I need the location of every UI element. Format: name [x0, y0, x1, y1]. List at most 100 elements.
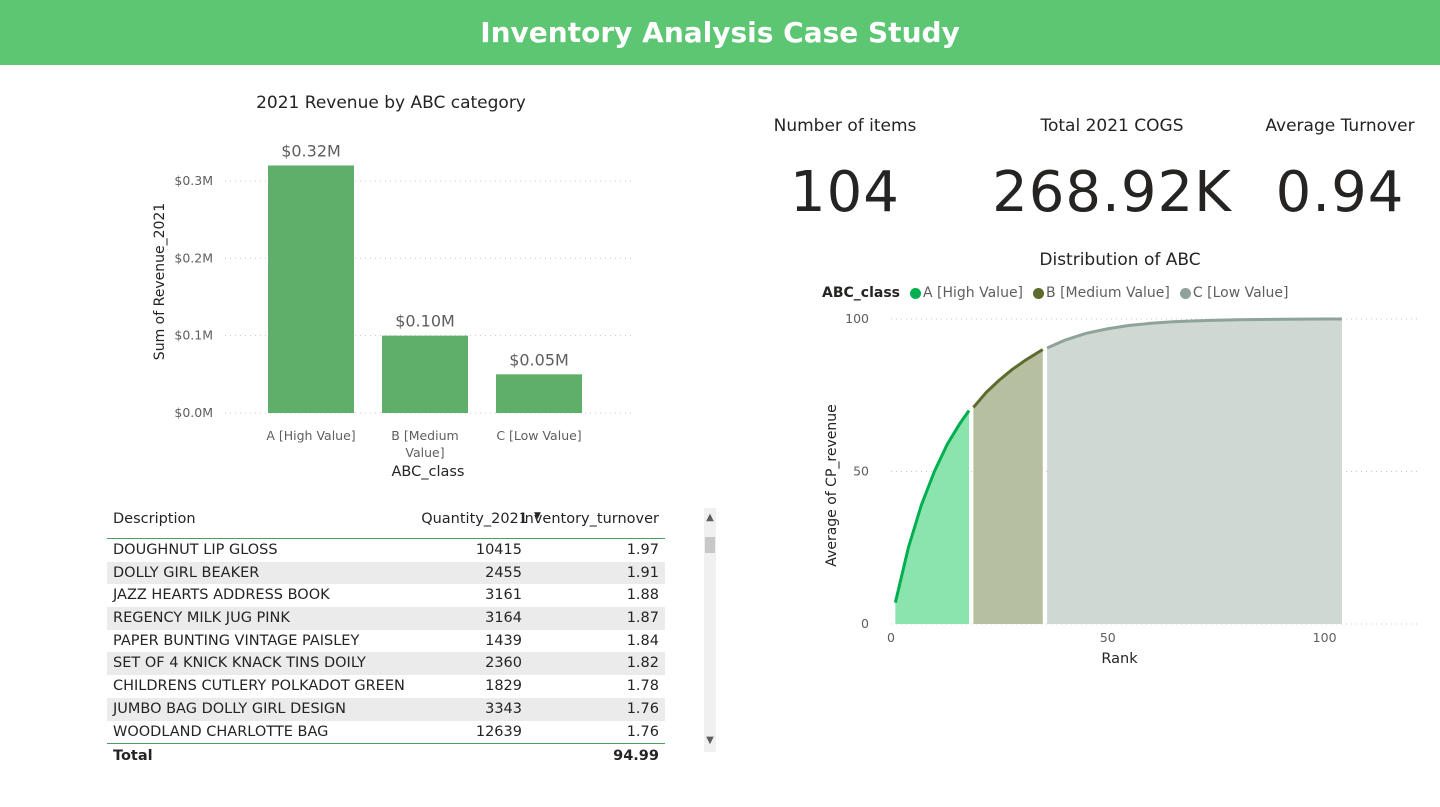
cell-turnover: 1.97	[626, 542, 659, 558]
cell-description: JAZZ HEARTS ADDRESS BOOK	[113, 587, 330, 604]
cell-description: DOLLY GIRL BEAKER	[113, 564, 260, 581]
legend-label-a: A [High Value]	[923, 285, 1024, 301]
area-fill-a[interactable]	[895, 410, 970, 625]
kpi-cogs-value: 268.92K	[992, 160, 1232, 225]
cell-turnover: 1.82	[626, 655, 659, 672]
cell-quantity: 10415	[475, 542, 522, 558]
total-value: 94.99	[613, 748, 659, 765]
cell-quantity: 1439	[485, 632, 522, 649]
y-tick-label: 0	[861, 616, 869, 631]
y-tick-label: 100	[845, 311, 869, 326]
y-tick-label: $0.0M	[174, 405, 213, 420]
page-header: Inventory Analysis Case Study	[0, 0, 1440, 65]
items-table: Description Quantity_2021 Inventory_turn…	[107, 508, 665, 768]
cell-quantity: 2360	[485, 655, 522, 672]
table-body: DOUGHNUT LIP GLOSS 10415 1.97 DOLLY GIRL BE…	[107, 539, 665, 743]
cell-turnover: 1.91	[626, 564, 659, 581]
area-fill-b[interactable]	[973, 349, 1043, 625]
scroll-down-icon[interactable]: ▼	[706, 735, 714, 746]
legend-item-c[interactable]: C [Low Value]	[1179, 285, 1289, 301]
bar-chart-title: 2021 Revenue by ABC category	[256, 93, 526, 113]
cell-description: REGENCY MILK JUG PINK	[113, 610, 290, 627]
page-title: Inventory Analysis Case Study	[480, 16, 960, 49]
bar[interactable]	[268, 165, 354, 413]
x-tick-label: 50	[1100, 630, 1116, 645]
cell-description: PAPER BUNTING VINTAGE PAISLEY	[113, 632, 360, 649]
cell-description: WOODLAND CHARLOTTE BAG	[113, 723, 329, 740]
scroll-up-icon[interactable]: ▲	[706, 512, 714, 523]
kpi-cogs-label: Total 2021 COGS	[1040, 116, 1184, 136]
cell-quantity: 12639	[475, 723, 522, 740]
total-label: Total	[113, 748, 153, 765]
cell-description: SET OF 4 KNICK KNACK TINS DOILY	[113, 655, 366, 672]
legend-dot-icon	[1033, 287, 1045, 299]
cell-turnover: 1.76	[626, 723, 659, 740]
y-tick-label: $0.1M	[174, 328, 213, 343]
area-chart-legend: ABC_class A [High Value] B [Medium Value…	[822, 285, 1293, 301]
legend-item-b[interactable]: B [Medium Value]	[1033, 285, 1170, 301]
y-tick-label: $0.2M	[174, 250, 213, 265]
table-scrollbar[interactable]: ▲ ▼	[704, 508, 716, 752]
x-tick-label: B [Medium Value]	[391, 428, 458, 460]
table-row[interactable]: DOLLY GIRL BEAKER 2455 1.91	[107, 561, 665, 585]
cell-quantity: 3164	[485, 610, 522, 627]
table-row[interactable]: JAZZ HEARTS ADDRESS BOOK 3161 1.88	[107, 584, 665, 607]
area-chart-title: Distribution of ABC	[1039, 250, 1201, 270]
legend-dot-icon	[910, 287, 921, 299]
cell-quantity: 3343	[485, 700, 522, 717]
table-row[interactable]: REGENCY MILK JUG PINK 3164 1.87	[107, 607, 665, 630]
legend-label-b: B [Medium Value]	[1046, 285, 1170, 301]
table-row[interactable]: WOODLAND CHARLOTTE BAG 12639 1.76	[107, 721, 665, 744]
legend-dot-icon	[1179, 287, 1191, 299]
cell-quantity: 1829	[485, 678, 522, 695]
y-axis-title: Sum of Revenue_2021	[152, 203, 168, 360]
table-header: Description Quantity_2021 Inventory_turn…	[107, 508, 665, 539]
cell-turnover: 1.84	[626, 632, 659, 649]
kpi-items-label: Number of items	[773, 116, 917, 136]
cell-description: JUMBO BAG DOLLY GIRL DESIGN	[113, 700, 347, 717]
sort-descending-icon: ▼	[534, 511, 541, 521]
revenue-bar-chart[interactable]: $0.0M $0.1M $0.2M $0.3M $0.32M $0.10M $0.05M A …	[140, 130, 640, 485]
x-axis-title: Rank	[1101, 651, 1138, 667]
abc-distribution-chart[interactable]: 0 50 100 0 50 100 Rank Average of CP_revenue	[810, 300, 1430, 680]
x-tick-label: A [High Value]	[266, 428, 355, 443]
bar-data-label: $0.32M	[281, 141, 341, 160]
bar[interactable]	[496, 374, 582, 413]
bar-data-label: $0.05M	[509, 350, 569, 369]
column-header-quantity[interactable]: Quantity_2021	[421, 511, 528, 527]
cell-turnover: 1.87	[626, 610, 659, 627]
cell-description: CHILDRENS CUTLERY POLKADOT GREEN	[113, 678, 405, 695]
cell-description: DOUGHNUT LIP GLOSS	[113, 542, 278, 558]
cell-turnover: 1.76	[626, 700, 659, 717]
cell-turnover: 1.88	[626, 587, 659, 604]
column-header-turnover[interactable]: Inventory_turnover	[520, 511, 659, 527]
x-tick-label: 0	[887, 630, 895, 645]
y-axis-title: Average of CP_revenue	[824, 404, 840, 566]
table-total-row: Total 94.99	[107, 743, 665, 768]
kpi-turnover-label: Average Turnover	[1265, 116, 1415, 136]
x-tick-label: 100	[1313, 630, 1337, 645]
table-row[interactable]: SET OF 4 KNICK KNACK TINS DOILY 2360 1.82	[107, 652, 665, 676]
kpi-turnover-value: 0.94	[1275, 160, 1405, 225]
table-row[interactable]: DOUGHNUT LIP GLOSS 10415 1.97	[107, 539, 665, 562]
area-line-a	[893, 409, 971, 603]
y-tick-label: $0.3M	[174, 173, 213, 188]
legend-label-c: C [Low Value]	[1192, 285, 1289, 301]
table-row[interactable]: CHILDRENS CUTLERY POLKADOT GREEN 1829 1.78	[107, 675, 665, 698]
cell-quantity: 2455	[485, 564, 522, 581]
table-row[interactable]: PAPER BUNTING VINTAGE PAISLEY 1439 1.84	[107, 630, 665, 653]
cell-turnover: 1.78	[626, 678, 659, 695]
area-line-c	[1046, 317, 1342, 350]
area-fill-c[interactable]	[1047, 319, 1342, 624]
x-tick-label: C [Low Value]	[496, 428, 581, 443]
scroll-thumb[interactable]	[705, 537, 715, 553]
cell-quantity: 3161	[485, 587, 522, 604]
area-line-b	[972, 348, 1044, 409]
legend-title: ABC_class	[822, 285, 900, 301]
y-tick-label: 50	[853, 464, 869, 479]
table-row[interactable]: JUMBO BAG DOLLY GIRL DESIGN 3343 1.76	[107, 697, 665, 721]
bar[interactable]	[382, 335, 468, 413]
x-axis-title: ABC_class	[392, 464, 465, 480]
column-header-description[interactable]: Description	[113, 511, 196, 527]
legend-item-a[interactable]: A [High Value]	[910, 285, 1023, 301]
